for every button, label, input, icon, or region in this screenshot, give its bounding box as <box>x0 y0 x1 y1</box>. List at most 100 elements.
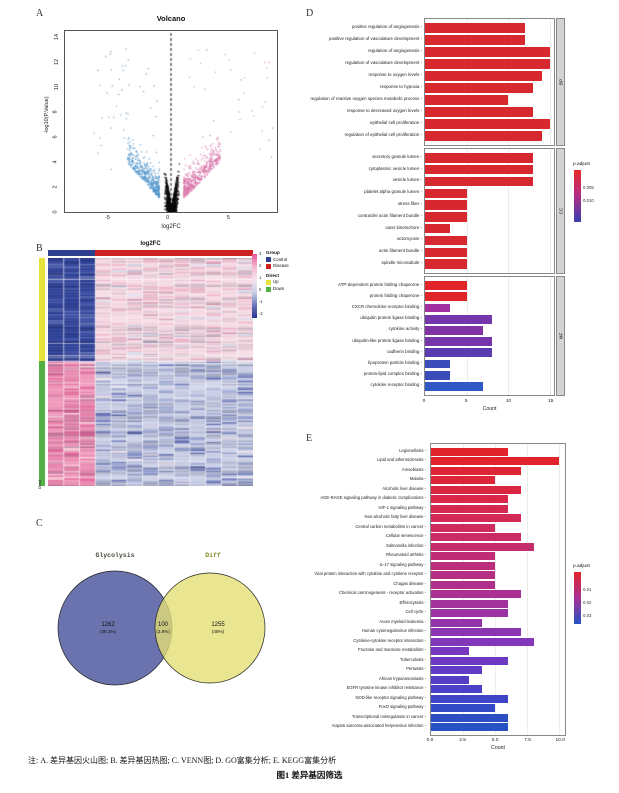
up-swatch <box>266 280 271 286</box>
bar <box>431 599 508 608</box>
bar <box>425 153 534 163</box>
bar-label: Alcoholic liver disease - <box>382 485 426 491</box>
bar-label: regulation of reactive oxygen species me… <box>310 95 422 101</box>
bar <box>425 71 542 81</box>
bar <box>431 704 496 713</box>
panel-b-label: B <box>36 243 43 254</box>
legend-tick-label: 0.03 <box>583 612 592 618</box>
go-mf-strip: MF <box>556 276 565 396</box>
bar-label: spindle microtubule - <box>381 260 422 266</box>
y-tick-label: 10 <box>54 84 61 91</box>
bar <box>425 247 467 258</box>
bar <box>431 666 483 675</box>
bar <box>425 164 534 175</box>
go-mf-labels: ATP-dependent protein folding chaperone … <box>300 276 422 396</box>
control-swatch <box>266 257 271 263</box>
bar-label: outer kinetochore - <box>385 224 422 230</box>
kegg-x-axis-label: Count <box>491 745 505 751</box>
legend-item: Control <box>266 257 289 264</box>
kegg-labels: Legionellosis - Lipid and atherosclerosis… <box>300 443 426 736</box>
row-annotation-down <box>39 360 45 486</box>
bar-label: actomyosin - <box>397 236 422 242</box>
bar-label: actin filament bundle - <box>379 248 422 254</box>
scale-tick-label: -1 <box>259 299 263 304</box>
bar-label: protein-lipid complex binding - <box>363 371 422 377</box>
row-annotation-up <box>39 258 45 361</box>
scale-tick-label: 3 <box>259 251 262 256</box>
bar-label: cytokine activity - <box>388 326 422 332</box>
bar <box>431 675 470 684</box>
heatmap-scale-ticks: 3 2 1 0 -1 -2 <box>259 251 275 321</box>
bar-label: secretory granule lumen - <box>372 153 422 159</box>
gridline <box>495 444 497 735</box>
bar <box>431 685 483 694</box>
bar-label: positive regulation of vasculature devel… <box>329 35 422 41</box>
bar <box>431 457 560 466</box>
bar <box>425 119 550 129</box>
bar <box>431 656 508 665</box>
x-tick-label: 2.5 <box>459 738 466 743</box>
bar <box>431 476 496 485</box>
go-bp-panel <box>424 18 555 146</box>
bar <box>425 131 542 141</box>
bar-label: positive regulation of angiogenesis - <box>351 23 422 29</box>
bar <box>425 223 450 234</box>
bar <box>425 176 534 187</box>
heatmap-column-annotation <box>48 250 253 256</box>
bar <box>425 35 525 45</box>
bar-label: HIF-1 signaling pathway - <box>378 504 426 510</box>
bar-label: CXCR chemokine receptor binding - <box>351 303 422 309</box>
y-tick-label: 14 <box>54 34 61 41</box>
column-annotation-control <box>48 250 96 256</box>
x-tick-label: 10.0 <box>555 738 565 743</box>
go-mf-panel <box>424 276 555 396</box>
heatmap-legend-direct-title: Direct <box>266 272 280 278</box>
legend-label: Disease <box>273 263 289 269</box>
x-tick-label: 7.5 <box>524 738 531 743</box>
bar <box>425 83 534 93</box>
bar <box>425 107 534 117</box>
heatmap-legend-group-title: Group <box>266 250 280 255</box>
bar-label: IL-17 signaling pathway - <box>379 561 426 567</box>
go-cc-labels: secretory granule lumen - cytoplasmic ves… <box>300 148 422 274</box>
scale-tick-label: 2 <box>259 263 262 268</box>
bar <box>431 580 496 589</box>
bar-label: ATP-dependent protein folding chaperone … <box>338 281 422 287</box>
y-tick-label: 4 <box>52 160 59 164</box>
bar <box>431 571 496 580</box>
x-tick-label: 5 <box>464 399 468 404</box>
bar-label: response to hypoxia - <box>380 83 422 89</box>
bar-label: African trypanosomiasis - <box>378 675 426 681</box>
bar <box>431 552 496 561</box>
bar <box>431 647 470 656</box>
bar <box>425 188 467 199</box>
bar <box>431 533 521 542</box>
gridline <box>508 149 510 273</box>
strip-label: CC <box>558 207 563 215</box>
go-bp-labels: positive regulation of angiogenesis - pos… <box>300 18 422 146</box>
heatmap-row-annotation <box>39 258 45 486</box>
bar <box>431 504 508 513</box>
bar-label: AGE-RAGE signaling pathway in diabetic c… <box>320 495 426 501</box>
bar <box>431 495 508 504</box>
bar <box>425 337 492 347</box>
heatmap-color-scale <box>252 254 257 318</box>
bar-label: Salmonella infection - <box>385 542 426 548</box>
bar-label: Chagas disease - <box>393 580 426 586</box>
bar <box>431 514 521 523</box>
venn-set2-pct: (48%) <box>212 629 225 634</box>
scale-tick-label: -2 <box>259 311 263 316</box>
x-tick-label: -5 <box>105 215 110 221</box>
bar <box>431 694 508 703</box>
legend-tick-label: 0.01 <box>583 586 592 592</box>
volcano-title: Volcano <box>156 14 186 23</box>
legend-tick-label: 0.005 <box>583 184 594 190</box>
bar <box>425 303 450 313</box>
bar-label: Pertussis - <box>406 666 426 672</box>
kegg-legend-gradient <box>574 572 581 624</box>
venn-intersection-count: 100 <box>158 622 169 628</box>
bar-label: Fructose and mannose metabolism - <box>358 647 426 653</box>
bar <box>425 381 484 391</box>
bar <box>431 637 534 646</box>
